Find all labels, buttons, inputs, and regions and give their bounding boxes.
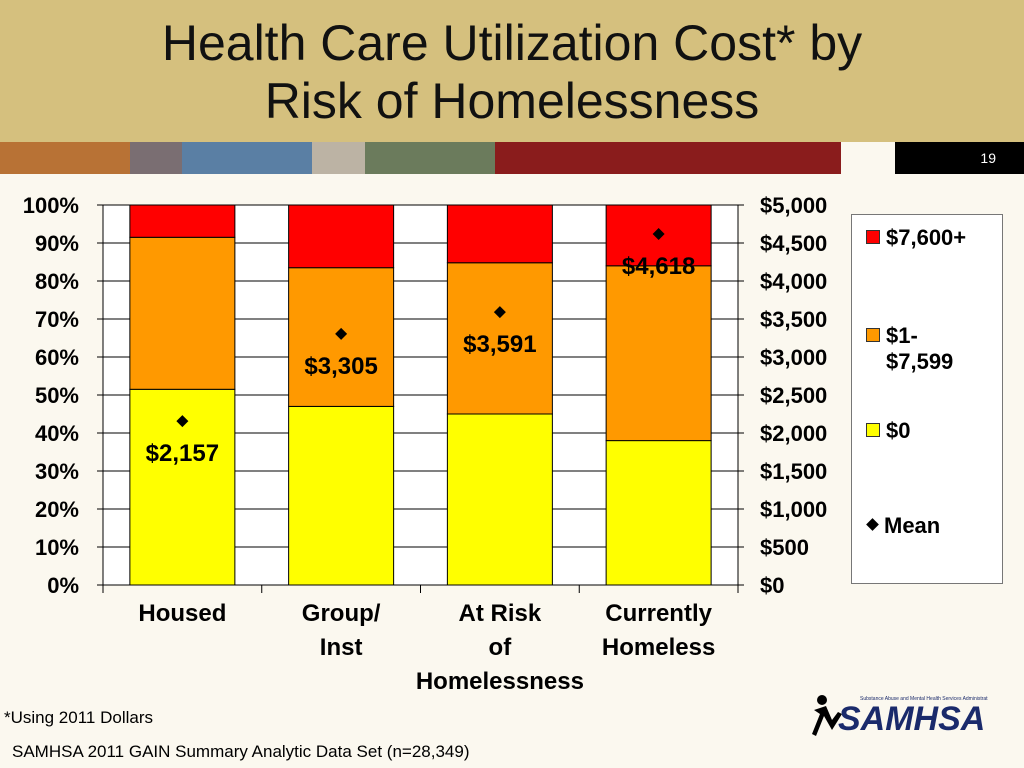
mean-data-label: $4,618 xyxy=(622,253,695,280)
left-axis-tick-label: 20% xyxy=(35,497,79,522)
bar-segment xyxy=(605,265,712,442)
category-label: Homelessness xyxy=(416,668,584,695)
legend-swatch xyxy=(866,230,880,244)
legend-item: $1- $7,599 xyxy=(866,323,996,375)
mean-marker xyxy=(176,415,189,428)
category-label: Housed xyxy=(138,600,226,627)
slide-title: Health Care Utilization Cost* by Risk of… xyxy=(0,14,1024,130)
right-axis-tick-label: $4,000 xyxy=(760,269,827,294)
stripe-segment xyxy=(130,142,182,174)
legend-label: $7,600+ xyxy=(886,225,967,250)
title-line-1: Health Care Utilization Cost* by xyxy=(161,15,863,71)
legend-label: $0 xyxy=(886,418,911,443)
legend-label: Mean xyxy=(884,513,941,538)
bar-segment xyxy=(446,204,553,264)
legend-item: $7,600+ xyxy=(866,225,996,251)
bar-segment xyxy=(129,204,236,238)
right-axis-tick-label: $2,000 xyxy=(760,421,827,446)
bar-segment xyxy=(605,440,712,586)
samhsa-figure-icon xyxy=(812,695,842,736)
category-label: Homeless xyxy=(602,634,715,661)
stripe-segment xyxy=(182,142,312,174)
samhsa-logo-subtext: Substance Abuse and Mental Health Servic… xyxy=(860,696,988,702)
stripe-segment xyxy=(0,142,130,174)
legend-swatch xyxy=(866,328,880,342)
right-axis-tick-label: $2,500 xyxy=(760,383,827,408)
right-axis-tick-label: $0 xyxy=(760,573,784,598)
legend-item: Mean xyxy=(866,513,994,539)
category-label: Group/ xyxy=(302,600,381,627)
bar-segment xyxy=(288,405,395,586)
bar-segment xyxy=(446,413,553,586)
left-axis-tick-label: 40% xyxy=(35,421,79,446)
legend-swatch xyxy=(866,423,880,437)
right-axis-tick-label: $500 xyxy=(760,535,809,560)
mean-data-label: $3,591 xyxy=(463,331,536,358)
category-label: of xyxy=(489,634,513,661)
samhsa-logo-text: SAMHSA xyxy=(838,700,985,738)
right-axis-tick-label: $3,500 xyxy=(760,307,827,332)
chart-legend: $7,600+ $1- $7,599 $0 Mean xyxy=(851,214,1003,584)
title-line-2: Risk of Homelessness xyxy=(264,73,760,129)
mean-marker xyxy=(652,228,665,241)
category-label: Inst xyxy=(320,634,363,661)
stacked-bar-chart: 0% 10% 20% 30% 40% 50% 60% 70% 80% 90% 100% $0 $500 $… xyxy=(23,193,828,695)
stripe-segment xyxy=(312,142,365,174)
footnote-dollars: *Using 2011 Dollars xyxy=(4,708,153,727)
slide-number-text: 19 xyxy=(980,150,996,166)
category-label: At Risk xyxy=(459,600,542,627)
footnote-source: SAMHSA 2011 GAIN Summary Analytic Data S… xyxy=(12,742,470,761)
bar-segment xyxy=(129,236,236,390)
left-axis-tick-label: 70% xyxy=(35,307,79,332)
left-axis-tick-label: 100% xyxy=(23,193,79,218)
mean-data-label: $2,157 xyxy=(146,440,219,467)
category-label: Currently xyxy=(605,600,712,627)
right-axis-tick-label: $1,000 xyxy=(760,497,827,522)
left-axis-tick-label: 50% xyxy=(35,383,79,408)
right-axis-tick-label: $4,500 xyxy=(760,231,827,256)
stripe-segment xyxy=(841,142,895,174)
left-axis-tick-label: 30% xyxy=(35,459,79,484)
left-axis-tick-label: 80% xyxy=(35,269,79,294)
right-axis-tick-label: $5,000 xyxy=(760,193,827,218)
title-band xyxy=(0,0,1024,142)
legend-label: $1- $7,599 xyxy=(886,323,954,374)
slide-number: 19 xyxy=(895,142,1024,174)
mean-data-label: $3,305 xyxy=(304,353,377,380)
right-axis-tick-label: $1,500 xyxy=(760,459,827,484)
legend-diamond-icon xyxy=(866,518,879,531)
left-axis-tick-label: 60% xyxy=(35,345,79,370)
bar-segment xyxy=(446,262,553,415)
left-axis-tick-label: 90% xyxy=(35,231,79,256)
bar-segment xyxy=(288,204,395,269)
left-axis-tick-label: 10% xyxy=(35,535,79,560)
legend-item: $0 xyxy=(866,418,996,444)
right-axis-tick-label: $3,000 xyxy=(760,345,827,370)
mean-marker xyxy=(493,306,506,319)
samhsa-logo: SAMHSA Substance Abuse and Mental Health… xyxy=(812,695,988,738)
stripe-segment xyxy=(365,142,495,174)
stripe-segment xyxy=(495,142,841,174)
mean-marker xyxy=(335,327,348,340)
left-axis-tick-label: 0% xyxy=(47,573,79,598)
